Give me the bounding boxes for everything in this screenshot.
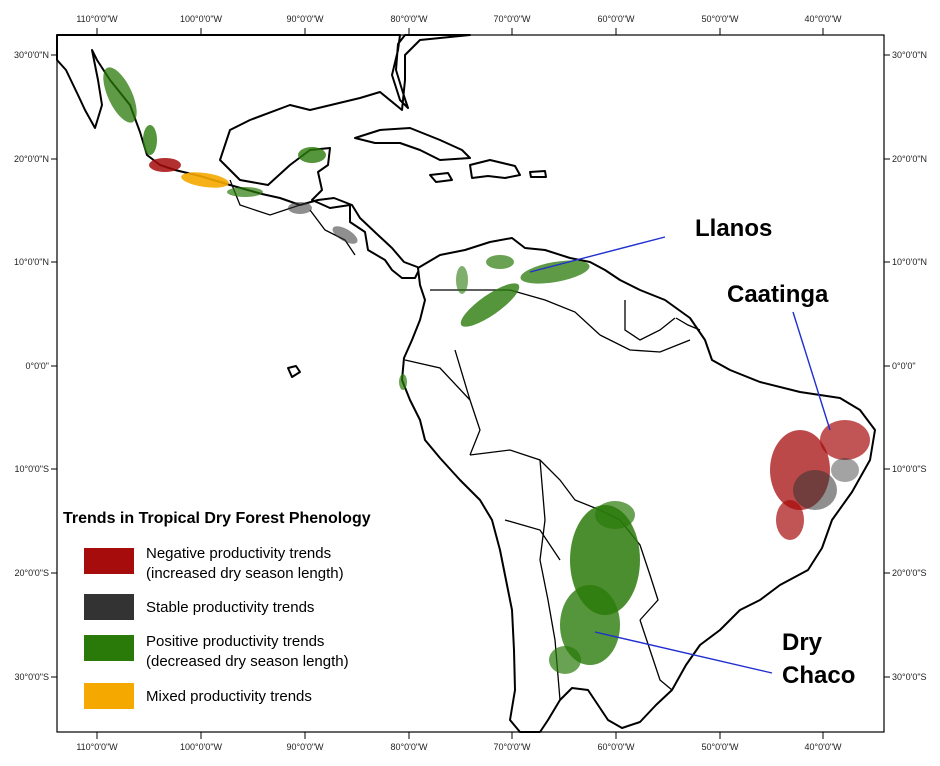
top-tick-label: 80°0'0"W <box>390 14 428 24</box>
right-tick-label: 10°0'0"N <box>892 257 927 267</box>
bottom-tick-label: 110°0'0"W <box>76 742 118 752</box>
llanos-dry-forest-patches <box>399 255 590 390</box>
cuba-landmass <box>354 127 471 161</box>
dry-chaco-label-line2: Chaco <box>782 662 855 689</box>
top-tick-label: 60°0'0"W <box>597 14 635 24</box>
left-tick-label: 10°0'0"S <box>14 464 49 474</box>
legend-swatch-negative <box>84 548 134 574</box>
left-tick-label: 20°0'0"N <box>14 154 49 164</box>
legend-label-negative: Negative productivity trends <box>146 545 331 562</box>
positive-trend-patch <box>399 374 407 390</box>
positive-trend-patch <box>143 125 157 155</box>
left-axis: 30°0'0"N 20°0'0"N 10°0'0"N 0°0'0" 10°0'0… <box>14 50 57 682</box>
bottom-tick-label: 40°0'0"W <box>804 742 842 752</box>
negative-trend-patch <box>149 158 181 172</box>
right-tick-label: 0°0'0" <box>892 361 916 371</box>
bottom-axis: 110°0'0"W 100°0'0"W 90°0'0"W 80°0'0"W 70… <box>76 732 842 752</box>
left-tick-label: 10°0'0"N <box>14 257 49 267</box>
legend-label-positive: Positive productivity trends <box>146 633 324 650</box>
bottom-tick-label: 100°0'0"W <box>180 742 223 752</box>
legend-swatch-mixed <box>84 683 134 709</box>
mexico-dry-forest-patches <box>103 67 358 244</box>
right-axis: 30°0'0"N 20°0'0"N 10°0'0"N 0°0'0" 10°0'0… <box>884 50 927 682</box>
left-tick-label: 20°0'0"S <box>14 568 49 578</box>
right-tick-label: 20°0'0"N <box>892 154 927 164</box>
mixed-trend-patch <box>181 172 229 188</box>
galapagos-landmass <box>287 365 301 378</box>
top-tick-label: 40°0'0"W <box>804 14 842 24</box>
legend-label-mixed: Mixed productivity trends <box>146 688 312 705</box>
caatinga-dry-forest-patches <box>770 420 870 540</box>
negative-trend-patch <box>820 420 870 460</box>
legend-swatch-positive <box>84 635 134 661</box>
right-tick-label: 10°0'0"S <box>892 464 927 474</box>
hispaniola-landmass <box>469 159 521 179</box>
dry-chaco-label-line1: Dry <box>782 629 823 656</box>
positive-trend-patch <box>460 283 520 327</box>
top-axis: 110°0'0"W 100°0'0"W 90°0'0"W 80°0'0"W 70… <box>76 14 842 35</box>
llanos-leader-line <box>529 236 666 273</box>
bottom-tick-label: 80°0'0"W <box>390 742 428 752</box>
dry-chaco-leader-line <box>594 631 773 674</box>
top-tick-label: 90°0'0"W <box>286 14 324 24</box>
legend-sublabel-negative: (increased dry season length) <box>146 565 344 582</box>
chaco-dry-forest-patches <box>549 501 640 674</box>
stable-trend-patch <box>332 226 358 244</box>
top-tick-label: 50°0'0"W <box>701 14 739 24</box>
positive-trend-patch <box>486 255 514 269</box>
left-tick-label: 0°0'0" <box>25 361 49 371</box>
puerto-rico-landmass <box>529 170 547 178</box>
region-labels: Llanos Caatinga Dry Chaco <box>529 215 855 689</box>
top-tick-label: 70°0'0"W <box>493 14 531 24</box>
negative-trend-patch <box>776 500 804 540</box>
positive-trend-patch <box>595 501 635 529</box>
positive-trend-patch <box>103 67 137 123</box>
legend: Trends in Tropical Dry Forest Phenology … <box>63 510 371 709</box>
left-tick-label: 30°0'0"S <box>14 672 49 682</box>
stable-trend-patch <box>793 470 837 510</box>
caatinga-label: Caatinga <box>727 281 829 308</box>
positive-trend-patch <box>549 646 581 674</box>
bottom-tick-label: 90°0'0"W <box>286 742 324 752</box>
bottom-tick-label: 70°0'0"W <box>493 742 531 752</box>
positive-trend-patch <box>560 585 620 665</box>
left-tick-label: 30°0'0"N <box>14 50 49 60</box>
legend-sublabel-positive: (decreased dry season length) <box>146 653 349 670</box>
bottom-tick-label: 60°0'0"W <box>597 742 635 752</box>
stable-trend-patch <box>831 458 859 482</box>
bottom-tick-label: 50°0'0"W <box>701 742 739 752</box>
legend-swatch-stable <box>84 594 134 620</box>
positive-trend-patch <box>520 260 590 284</box>
south-america-landmass <box>401 237 876 733</box>
stable-trend-patch <box>288 202 312 214</box>
top-tick-label: 100°0'0"W <box>180 14 223 24</box>
caatinga-leader-line <box>792 311 831 431</box>
top-tick-label: 110°0'0"W <box>76 14 118 24</box>
legend-title: Trends in Tropical Dry Forest Phenology <box>63 510 371 527</box>
positive-trend-patch <box>227 187 263 197</box>
positive-trend-patch <box>456 266 468 294</box>
legend-label-stable: Stable productivity trends <box>146 599 314 616</box>
positive-trend-patch <box>298 147 326 163</box>
right-tick-label: 30°0'0"N <box>892 50 927 60</box>
landmasses <box>56 34 876 733</box>
llanos-label: Llanos <box>695 215 772 242</box>
jamaica-landmass <box>429 172 453 183</box>
right-tick-label: 20°0'0"S <box>892 568 927 578</box>
right-tick-label: 30°0'0"S <box>892 672 927 682</box>
